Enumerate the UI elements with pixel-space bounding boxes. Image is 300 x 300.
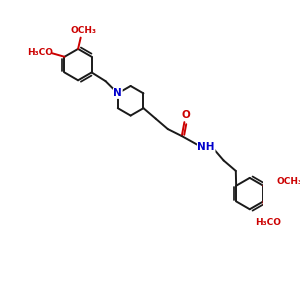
- Text: OCH₃: OCH₃: [277, 177, 300, 186]
- Text: O: O: [182, 110, 190, 120]
- Text: H₃CO: H₃CO: [27, 48, 53, 57]
- Text: H₃CO: H₃CO: [256, 218, 282, 227]
- Text: OCH₃: OCH₃: [70, 26, 96, 35]
- Text: N: N: [113, 88, 122, 98]
- Text: NH: NH: [197, 142, 215, 152]
